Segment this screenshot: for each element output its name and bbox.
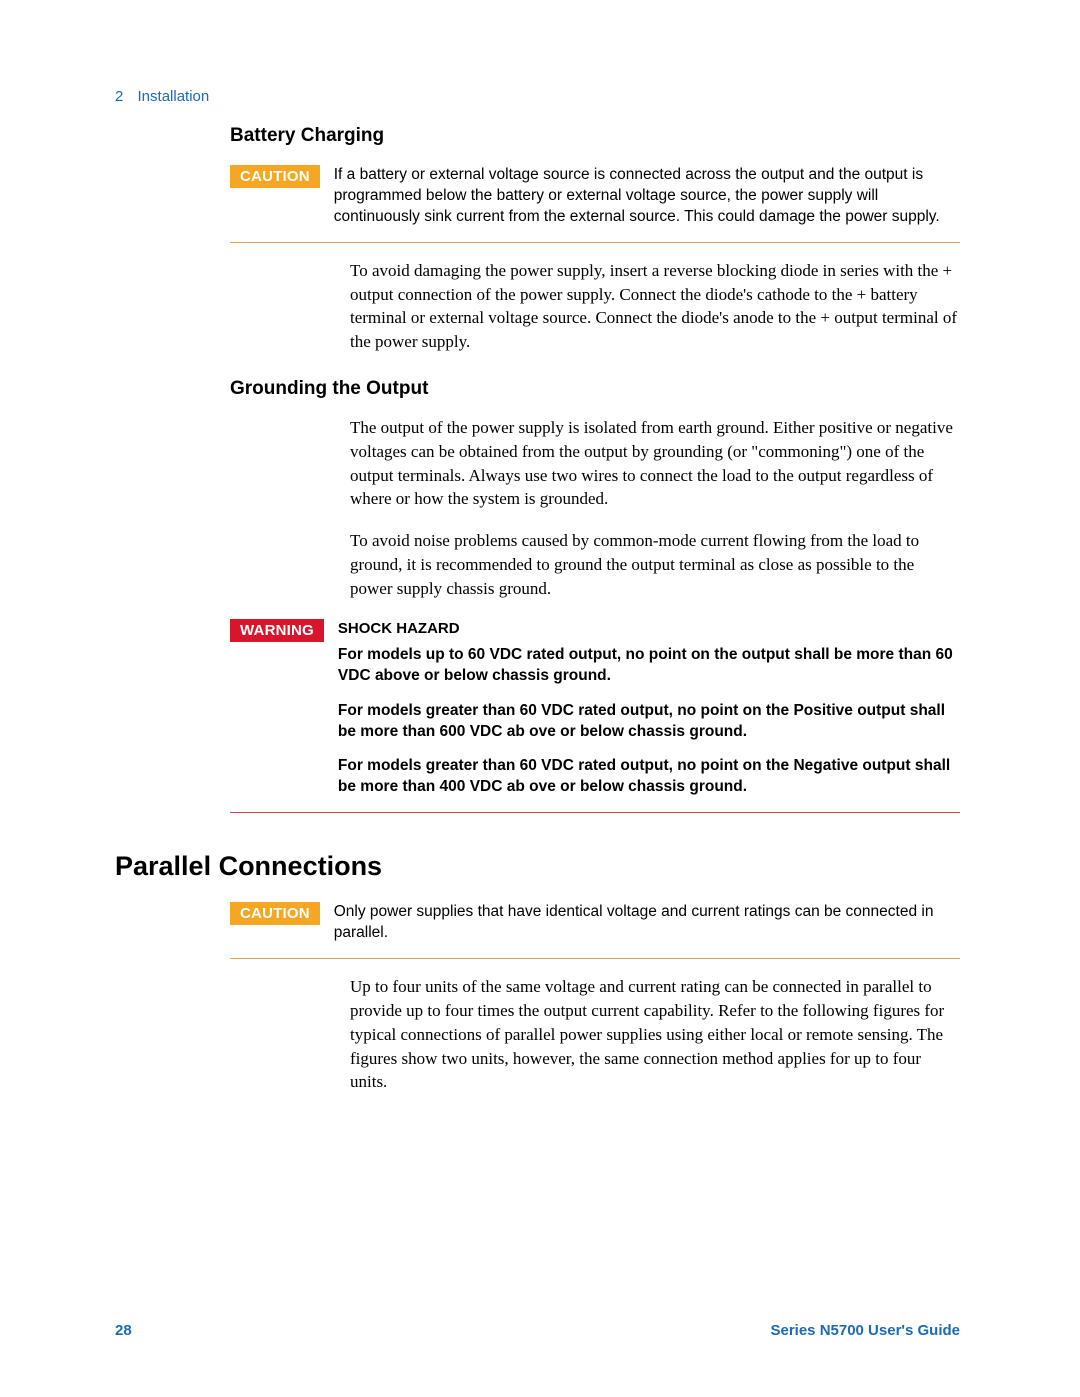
- heading-grounding: Grounding the Output: [230, 378, 960, 400]
- warning-paragraph: For models up to 60 VDC rated output, no…: [338, 645, 960, 687]
- body-paragraph: To avoid noise problems caused by common…: [350, 529, 960, 600]
- warning-paragraph: For models greater than 60 VDC rated out…: [338, 756, 960, 798]
- body-paragraph: To avoid damaging the power supply, inse…: [350, 259, 960, 354]
- heading-battery-charging: Battery Charging: [230, 125, 960, 147]
- caution-text: Only power supplies that have identical …: [334, 902, 960, 944]
- heading-parallel-connections: Parallel Connections: [115, 851, 960, 882]
- warning-title: SHOCK HAZARD: [338, 619, 960, 639]
- caution-badge: CAUTION: [230, 902, 320, 925]
- body-paragraph: The output of the power supply is isolat…: [350, 416, 960, 511]
- chapter-title: Installation: [138, 88, 210, 105]
- page-number: 28: [115, 1322, 132, 1339]
- warning-paragraph: For models greater than 60 VDC rated out…: [338, 701, 960, 743]
- page-footer: 28 Series N5700 User's Guide: [115, 1322, 960, 1339]
- caution-badge: CAUTION: [230, 165, 320, 188]
- warning-badge: WARNING: [230, 619, 324, 642]
- body-paragraph: Up to four units of the same voltage and…: [350, 975, 960, 1094]
- warning-shock-hazard: WARNING SHOCK HAZARD For models up to 60…: [230, 619, 960, 799]
- running-header: 2 Installation: [115, 88, 209, 105]
- chapter-number: 2: [115, 88, 123, 105]
- divider: [230, 958, 960, 959]
- caution-battery: CAUTION If a battery or external voltage…: [230, 165, 960, 228]
- divider: [230, 812, 960, 813]
- divider: [230, 242, 960, 243]
- page-content: Battery Charging CAUTION If a battery or…: [115, 125, 960, 1112]
- warning-text: SHOCK HAZARD For models up to 60 VDC rat…: [338, 619, 960, 799]
- caution-parallel: CAUTION Only power supplies that have id…: [230, 902, 960, 944]
- book-title: Series N5700 User's Guide: [770, 1322, 960, 1339]
- caution-text: If a battery or external voltage source …: [334, 165, 960, 228]
